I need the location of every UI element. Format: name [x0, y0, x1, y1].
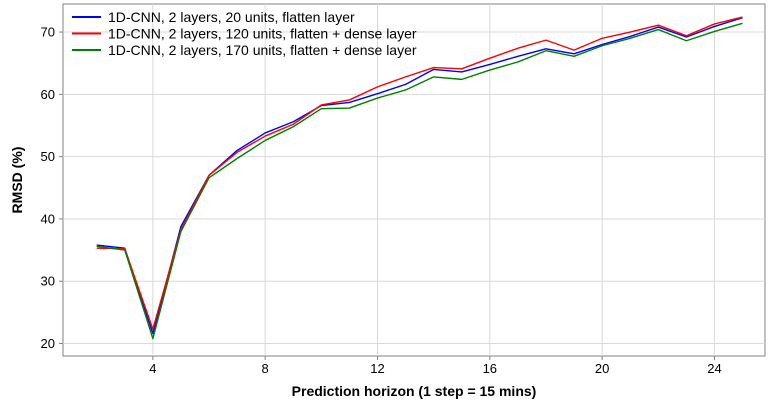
x-tick-label: 4: [149, 361, 156, 376]
x-axis-title: Prediction horizon (1 step = 15 mins): [292, 383, 537, 399]
plot-area: [62, 3, 766, 357]
y-tick-label: 50: [41, 149, 55, 164]
legend-label-2: 1D-CNN, 2 layers, 120 units, flatten + d…: [108, 26, 417, 42]
tick-labels: 4 8 12 16 20 24 20 30 40 50 60 70: [41, 25, 722, 376]
x-tick-label: 16: [483, 361, 497, 376]
y-tick-label: 60: [41, 87, 55, 102]
x-tick-label: 8: [262, 361, 269, 376]
y-tick-label: 30: [41, 274, 55, 289]
grid: [59, 4, 765, 360]
legend-label-3: 1D-CNN, 2 layers, 170 units, flatten + d…: [108, 42, 417, 58]
legend-label-1: 1D-CNN, 2 layers, 20 units, flatten laye…: [108, 9, 355, 25]
y-axis-title: RMSD (%): [9, 147, 25, 214]
x-tick-label: 24: [707, 361, 721, 376]
series-line-3: [96, 22, 743, 340]
x-tick-label: 12: [370, 361, 384, 376]
series-lines: [96, 16, 743, 340]
legend: 1D-CNN, 2 layers, 20 units, flatten laye…: [72, 9, 417, 58]
y-tick-label: 20: [41, 336, 55, 351]
y-tick-label: 70: [41, 25, 55, 40]
x-tick-label: 20: [595, 361, 609, 376]
y-tick-label: 40: [41, 211, 55, 226]
series-line-2: [96, 16, 743, 330]
